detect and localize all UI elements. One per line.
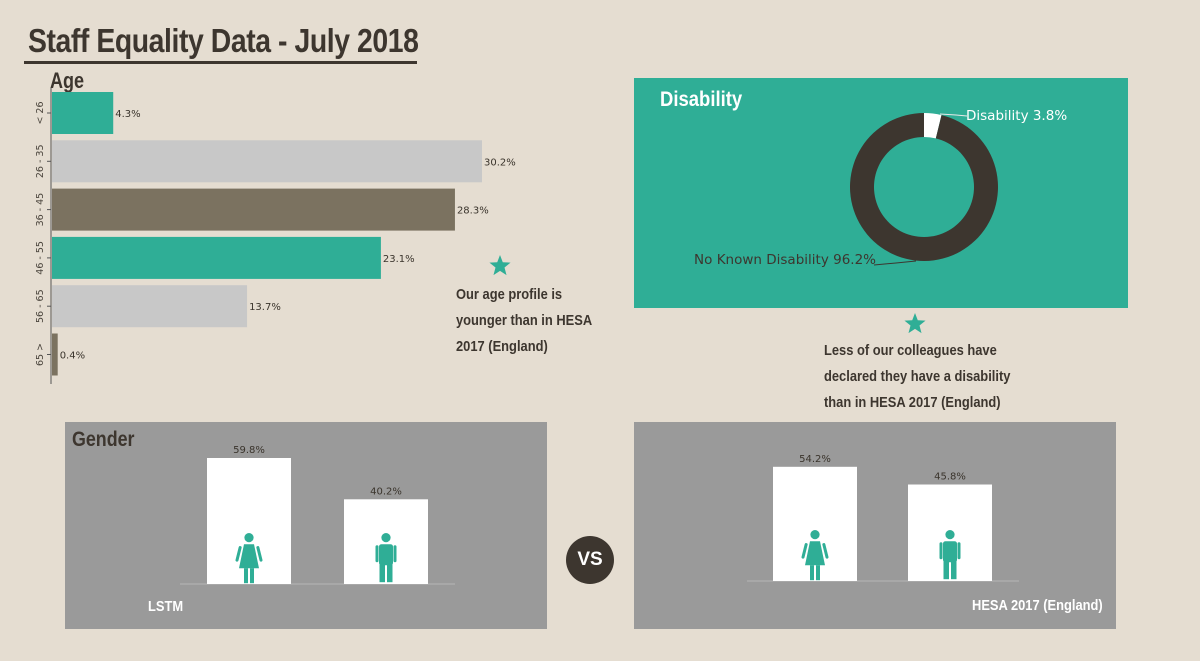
age-bar	[52, 92, 114, 134]
no-disability-slice	[850, 113, 998, 261]
age-bar	[52, 285, 248, 328]
age-bar	[52, 140, 482, 183]
age-bar-value: 30.2%	[484, 157, 516, 168]
age-tick-label: 26 - 35	[35, 144, 46, 178]
star-icon	[489, 254, 511, 276]
star-icon	[904, 312, 926, 334]
age-tick-label: 65 >	[35, 343, 46, 366]
disability-heading: Disability	[660, 88, 743, 111]
disability-note: Less of our colleagues have declared the…	[824, 338, 1010, 416]
gender-bar-value: 54.2%	[799, 454, 831, 465]
gender-heading: Gender	[72, 428, 135, 451]
age-bar	[52, 188, 455, 231]
disability-label: Disability 3.8%	[966, 108, 1067, 124]
disability-leader-line	[939, 113, 968, 117]
age-heading: Age	[50, 68, 85, 93]
disability-panel	[634, 78, 1128, 308]
gender-lstm-panel	[65, 422, 547, 629]
no-disability-leader-line	[873, 260, 917, 266]
age-note-line: Our age profile is	[456, 286, 563, 303]
gender-bar-value: 40.2%	[370, 486, 402, 497]
age-bar-value: 13.7%	[249, 302, 281, 313]
gender-hesa-panel	[634, 422, 1116, 629]
hesa-label: HESA 2017 (England)	[972, 597, 1103, 614]
disability-note-line: Less of our colleagues have	[824, 342, 997, 359]
no-disability-label: No Known Disability 96.2%	[694, 252, 876, 268]
disability-slice	[924, 113, 942, 139]
age-bar-value: 23.1%	[383, 254, 415, 265]
female-icon	[235, 533, 263, 584]
vs-badge: VS	[566, 536, 614, 584]
female-icon	[801, 530, 829, 581]
male-icon	[939, 530, 961, 580]
disability-note-line: declared they have a disability	[824, 368, 1011, 385]
male-icon	[375, 533, 397, 583]
title-underline	[24, 61, 417, 64]
gender-bar-value: 59.8%	[233, 445, 265, 456]
age-bar-value: 28.3%	[457, 206, 489, 217]
age-bar	[52, 236, 381, 279]
age-bar-value: 4.3%	[115, 109, 140, 120]
gender-hesa-bar-chart: 54.2% 45.8%	[747, 454, 1019, 582]
disability-donut-chart: Disability 3.8% No Known Disability 96.2%	[694, 108, 1067, 268]
age-tick-label: 56 - 65	[35, 289, 46, 323]
lstm-label: LSTM	[148, 598, 184, 615]
gender-bar-value: 45.8%	[934, 471, 966, 482]
age-bar	[52, 333, 58, 376]
age-bar-chart: 4.3% < 26 30.2% 26 - 35 28.3% 36 - 45 23.1% 46 …	[35, 88, 516, 384]
disability-note-line: than in HESA 2017 (England)	[824, 394, 1001, 411]
age-tick-label: 36 - 45	[35, 193, 46, 227]
age-note-line: 2017 (England)	[456, 338, 548, 355]
age-tick-label: 46 - 55	[35, 241, 46, 275]
age-note: Our age profile is younger than in HESA …	[456, 282, 592, 360]
age-note-line: younger than in HESA	[456, 312, 593, 329]
page-title: Staff Equality Data - July 2018	[28, 22, 419, 59]
gender-lstm-bar-chart: 59.8% 40.2%	[180, 445, 455, 585]
age-bar-value: 0.4%	[60, 351, 85, 362]
age-tick-label: < 26	[35, 101, 46, 124]
